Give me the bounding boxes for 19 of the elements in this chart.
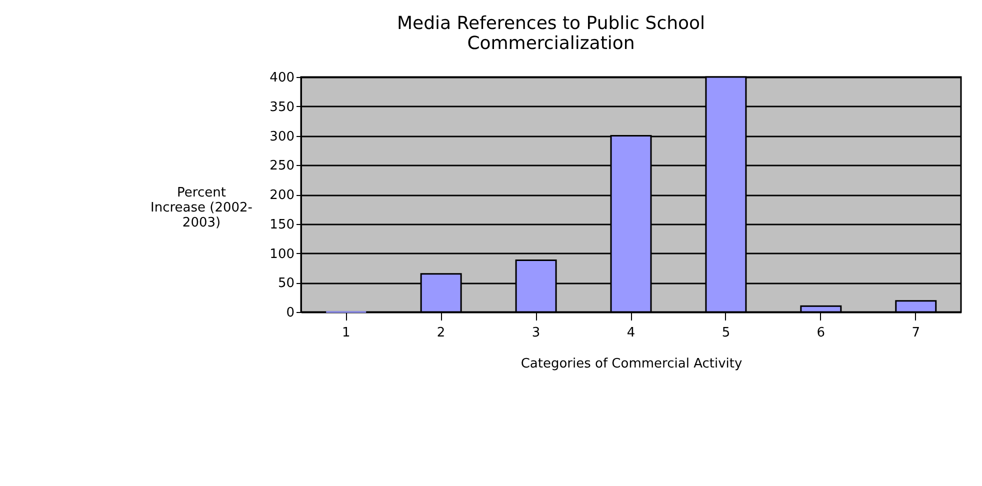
y-tick-label: 0 [286, 306, 294, 320]
x-tick-label: 5 [722, 326, 730, 340]
y-tick-label: 100 [270, 246, 294, 262]
x-tick-label: 1 [342, 326, 350, 340]
x-tick-label: 7 [912, 326, 920, 340]
y-tick-label: 250 [270, 158, 294, 174]
y-tick-label: 400 [270, 70, 294, 86]
x-tick-label: 4 [626, 326, 636, 340]
y-tick-label: 200 [270, 188, 294, 203]
y-tick-label: 50 [278, 276, 294, 292]
x-tick-label: 6 [816, 326, 826, 340]
y-tick-label: 300 [270, 129, 294, 144]
y-tick-label: 150 [270, 217, 294, 232]
y-tick-label: 350 [270, 100, 294, 115]
x-tick-label: 3 [532, 326, 540, 340]
x-tick-label: 2 [436, 326, 446, 340]
x-axis-title: Categories of Commercial Activity [520, 356, 742, 372]
chart-title: Media References to Public School Commercialization [396, 13, 706, 54]
y-axis-title: Percent Increase (2002-2003) [150, 186, 253, 230]
